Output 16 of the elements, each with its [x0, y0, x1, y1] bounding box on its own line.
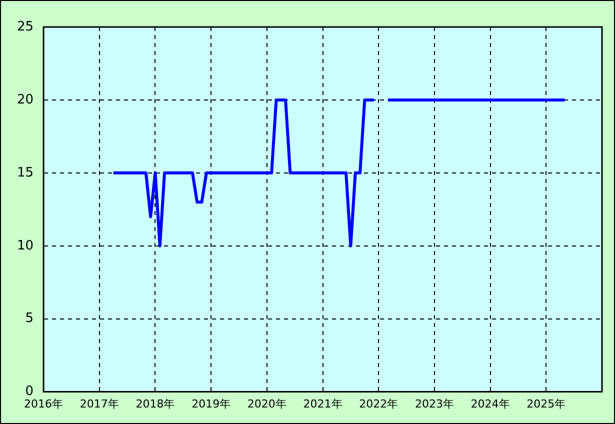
y-tick-label: 10 [16, 238, 34, 254]
x-tick-label: 2018年 [136, 397, 175, 410]
x-tick-label: 2017年 [80, 397, 119, 410]
x-tick-label: 2023年 [414, 397, 454, 410]
x-tick-label: 2020年 [247, 397, 286, 410]
x-tick-label: 2022年 [359, 397, 398, 410]
x-tick-label: 2024年 [470, 397, 510, 410]
y-tick-label: 15 [16, 165, 34, 180]
x-tick-label: 2019年 [192, 397, 231, 410]
x-tick-label: 2021年 [303, 397, 342, 410]
x-tick-label: 2016年 [24, 397, 64, 410]
y-tick-label: 20 [16, 92, 34, 108]
x-tick-label: 2025年 [526, 397, 566, 410]
y-tick-label: 0 [25, 384, 34, 400]
y-tick-label: 25 [16, 19, 34, 34]
y-tick-label: 5 [25, 311, 34, 326]
